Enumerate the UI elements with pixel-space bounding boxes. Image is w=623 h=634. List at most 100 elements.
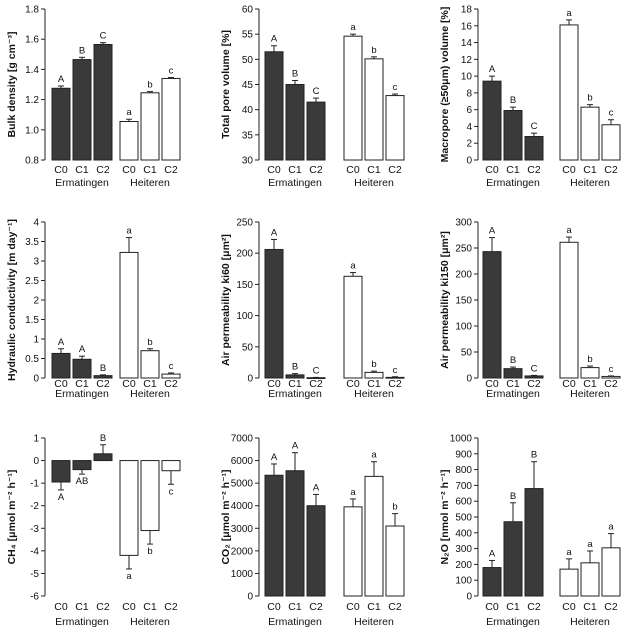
bar-ermatingen-c2 (93, 43, 113, 161)
y-tick-label: -2 (30, 501, 39, 512)
significance-letter: A (489, 64, 496, 75)
y-tick-label: 50 (461, 348, 473, 359)
significance-letter: B (531, 450, 537, 461)
site-label-heiteren: Heiteren (130, 616, 170, 628)
category-label: C2 (96, 601, 110, 613)
y-tick-label: 2 (33, 296, 39, 307)
significance-letter: A (271, 227, 278, 238)
site-label-ermatingen: Ermatingen (486, 616, 540, 628)
significance-letter: b (371, 359, 376, 370)
y-tick-label: 12 (461, 55, 473, 66)
category-label: C0 (54, 378, 68, 390)
y-tick-label: 150 (236, 280, 253, 291)
category-label: C2 (604, 378, 618, 390)
y-axis-title: Hydraulic conductivity [m day⁻¹] (6, 219, 18, 381)
bar-ermatingen-c0 (264, 474, 284, 597)
bar-ermatingen-c0 (264, 248, 284, 379)
category-label: C0 (267, 378, 281, 390)
significance-letter: c (169, 361, 174, 372)
y-tick-label: 6000 (231, 456, 254, 467)
category-label: C1 (288, 601, 302, 613)
significance-letter: b (147, 337, 152, 348)
bar-heiteren-c1 (140, 460, 160, 532)
category-label: C0 (485, 164, 499, 176)
significance-letter: B (292, 68, 298, 79)
bar-ermatingen-c1 (503, 521, 523, 597)
bar-heiteren-c0 (119, 460, 139, 556)
y-tick-label: 1 (33, 335, 39, 346)
y-tick-label: 250 (455, 244, 472, 255)
significance-letter: C (313, 365, 320, 376)
bar-heiteren-c2 (601, 124, 621, 161)
y-tick-label: 0 (33, 456, 39, 467)
category-label: C1 (583, 378, 597, 390)
y-tick-label: 2.5 (25, 276, 39, 287)
significance-letter: b (371, 45, 376, 56)
category-label: C0 (267, 164, 281, 176)
bar-heiteren-c0 (559, 568, 579, 597)
significance-letter: C (100, 31, 107, 42)
bar-heiteren-c0 (559, 24, 579, 161)
y-tick-label: 250 (236, 218, 253, 229)
site-label-heiteren: Heiteren (570, 177, 610, 189)
category-label: C2 (604, 164, 618, 176)
y-tick-label: -3 (30, 524, 39, 535)
site-label-ermatingen: Ermatingen (486, 177, 540, 189)
y-tick-label: 4000 (231, 501, 254, 512)
site-label-heiteren: Heiteren (354, 616, 394, 628)
y-tick-label: 4 (466, 122, 472, 133)
y-tick-label: 1000 (450, 434, 473, 445)
bar-ermatingen-c1 (72, 358, 92, 379)
y-tick-label: 0 (33, 374, 39, 385)
site-label-ermatingen: Ermatingen (268, 388, 322, 400)
y-tick-label: 150 (455, 296, 472, 307)
site-label-ermatingen: Ermatingen (55, 177, 109, 189)
significance-letter: c (393, 82, 398, 93)
category-label: C1 (75, 601, 89, 613)
bar-heiteren-c2 (385, 525, 405, 597)
category-label: C0 (485, 378, 499, 390)
bar-heiteren-c0 (343, 35, 363, 161)
significance-letter: a (566, 547, 572, 558)
category-label: C2 (527, 601, 541, 613)
site-label-heiteren: Heiteren (130, 388, 170, 400)
bar-ermatingen-c2 (306, 505, 326, 597)
bar-heiteren-c2 (385, 95, 405, 161)
y-tick-label: 30 (242, 156, 254, 167)
category-label: C0 (267, 601, 281, 613)
site-label-heiteren: Heiteren (354, 177, 394, 189)
site-label-heiteren: Heiteren (570, 616, 610, 628)
significance-letter: c (169, 66, 174, 77)
site-label-ermatingen: Ermatingen (268, 177, 322, 189)
category-label: C2 (96, 378, 110, 390)
significance-letter: C (313, 86, 320, 97)
category-label: C0 (122, 164, 136, 176)
site-label-ermatingen: Ermatingen (55, 616, 109, 628)
significance-letter: B (100, 433, 106, 444)
category-label: C2 (388, 601, 402, 613)
bar-ermatingen-c1 (285, 84, 305, 161)
bar-ermatingen-c2 (306, 101, 326, 161)
category-label: C2 (527, 164, 541, 176)
bar-ermatingen-c1 (285, 470, 305, 597)
significance-letter: A (271, 34, 278, 45)
y-tick-label: -5 (30, 569, 39, 580)
significance-letter: C (531, 121, 538, 132)
y-tick-label: 40 (242, 105, 254, 116)
significance-letter: B (510, 491, 516, 502)
bar-heiteren-c1 (140, 350, 160, 379)
bar-heiteren-c2 (161, 77, 181, 161)
significance-letter: a (371, 450, 377, 461)
y-tick-label: 0 (247, 592, 253, 603)
significance-letter: B (292, 362, 298, 373)
bar-heiteren-c1 (580, 106, 600, 161)
y-tick-label: 1000 (231, 569, 254, 580)
y-tick-label: 700 (455, 481, 472, 492)
y-tick-label: 300 (455, 218, 472, 229)
bar-ermatingen-c1 (503, 110, 523, 161)
category-label: C2 (96, 164, 110, 176)
y-tick-label: 0.8 (25, 156, 39, 167)
category-label: C1 (288, 378, 302, 390)
y-tick-label: 0.5 (25, 354, 39, 365)
y-tick-label: 100 (455, 576, 472, 587)
